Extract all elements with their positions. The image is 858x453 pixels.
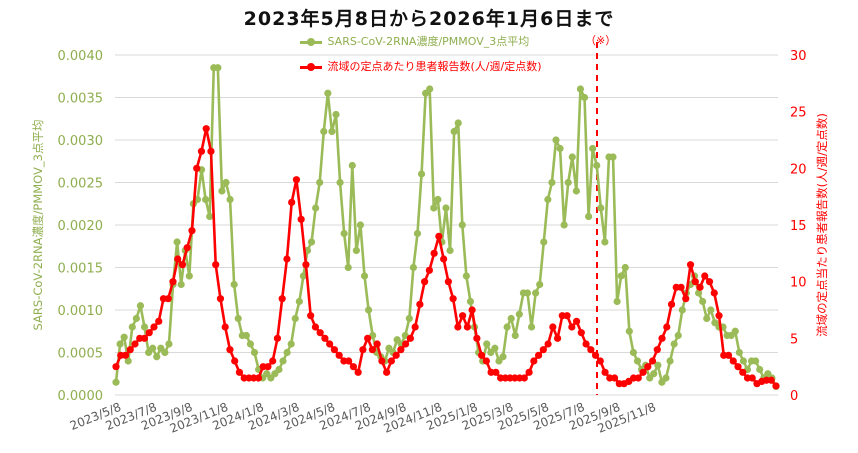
y-axis-right-ticks: 0 5 10 15 20 25 30 [790,49,807,404]
svg-text:0.0035: 0.0035 [58,92,104,107]
annotation-note: （※） [585,34,617,47]
svg-text:0.0020: 0.0020 [58,219,104,234]
legend-item-rna: SARS-CoV-2RNA濃度/PMMOV_3点平均 [300,33,529,49]
svg-text:0.0015: 0.0015 [58,262,104,277]
legend-item-patients: 流域の定点あたり患者報告数(人/週/定点数) [300,58,542,74]
legend-label-rna: SARS-CoV-2RNA濃度/PMMOV_3点平均 [327,35,530,48]
x-axis-ticks: 2023/5/82023/7/82023/9/82023/11/82024/1/… [68,400,658,436]
svg-text:5: 5 [790,332,798,347]
chart-title: 2023年5月8日から2026年1月6日まで [243,8,615,30]
svg-text:20: 20 [790,162,807,177]
y-axis-left-ticks: 0.0000 0.0005 0.0010 0.0015 0.0020 0.0025 0.00… [58,49,104,404]
series-rna-concentration [112,64,780,391]
svg-text:0.0030: 0.0030 [58,134,104,149]
svg-text:0.0040: 0.0040 [58,49,104,64]
svg-text:0.0005: 0.0005 [58,347,104,362]
legend-label-patients: 流域の定点あたり患者報告数(人/週/定点数) [327,60,542,73]
svg-text:0: 0 [790,389,798,404]
series-patient-reports [112,125,780,390]
svg-text:0.0025: 0.0025 [58,177,104,192]
svg-text:0.0010: 0.0010 [58,304,104,319]
svg-text:0.0000: 0.0000 [58,389,104,404]
svg-text:10: 10 [790,276,807,291]
svg-text:30: 30 [790,49,807,64]
svg-text:15: 15 [790,219,807,234]
legend-green-line-marker-icon [300,37,322,46]
svg-text:25: 25 [790,106,807,121]
legend-red-line-marker-icon [300,62,322,71]
